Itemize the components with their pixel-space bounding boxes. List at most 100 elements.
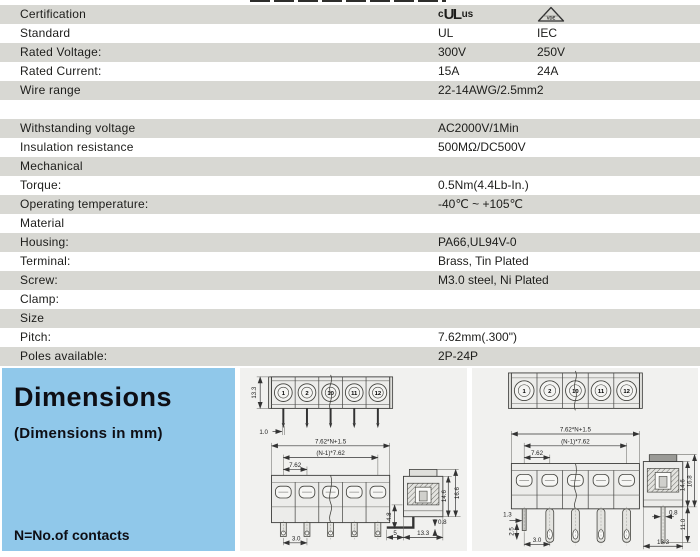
- spec-label: Poles available:: [20, 349, 108, 363]
- spec-row-certification: Certification c UL us VDE: [0, 5, 700, 24]
- spec-row-material: Material: [0, 214, 700, 233]
- drawing-a-top-pins: [281, 408, 380, 429]
- dim-pin-length: 11.0: [680, 518, 687, 530]
- spec-value: M3.0 steel, Ni Plated: [438, 273, 549, 287]
- spec-label: Wire range: [20, 83, 81, 97]
- spec-label: Insulation resistance: [20, 140, 134, 154]
- dim-body-height: 14.6: [441, 489, 448, 502]
- dim-foot: 3.0: [292, 535, 301, 542]
- spec-row-wire-range: Wire range 22-14AWG/2.5mm2: [0, 81, 700, 100]
- spec-value: AC2000V/1Min: [438, 121, 519, 135]
- spec-value: PA66,UL94V-0: [438, 235, 517, 249]
- dimensions-title: Dimensions: [14, 382, 173, 412]
- spec-value: 0.5Nm(4.4Lb-In.): [438, 178, 529, 192]
- dim-total-height: 16.6: [454, 487, 461, 500]
- spec-section-label: Material: [20, 216, 65, 230]
- drawing-b-top-view: 1 2 10 11 12: [507, 370, 643, 411]
- vde-triangle-icon: VDE: [537, 6, 565, 22]
- dim-depth: 13.3: [417, 530, 430, 537]
- dimensions-note: N=No.of contacts: [14, 527, 130, 543]
- drawing-a-front-pins: [279, 520, 382, 540]
- dim-lead-thickness: 0.8: [438, 519, 447, 526]
- ul-mark-icon: c UL us: [438, 6, 474, 23]
- dim-lead-height: 4.8: [386, 512, 393, 521]
- dim-overall: 7.62*N+1.5: [315, 438, 347, 445]
- drawing-a-side-view: 4.8 14.6 16.6 0.8 5 13.3: [386, 468, 461, 541]
- spec-label: Rated Voltage:: [20, 45, 102, 59]
- spec-row-terminal: Terminal: Brass, Tin Plated: [0, 252, 700, 271]
- spec-section-label: Size: [20, 311, 45, 325]
- spec-value: Brass, Tin Plated: [438, 254, 529, 268]
- dimensions-section: Dimensions (Dimensions in mm) N=No.of co…: [2, 368, 698, 551]
- dim-1-0: 1.0: [259, 429, 268, 436]
- drawing-b-side-view: 14.6 16.8 0.8 11.0 13.3: [642, 454, 697, 550]
- dim-body-height: 14.6: [679, 479, 686, 492]
- spec-row-insulation-resistance: Insulation resistance 500MΩ/DC500V: [0, 138, 700, 157]
- spec-value-ul: 300V: [438, 45, 467, 59]
- spec-label: Torque:: [20, 178, 62, 192]
- dimensions-header-panel: Dimensions (Dimensions in mm) N=No.of co…: [2, 368, 235, 551]
- svg-text:11: 11: [351, 391, 358, 397]
- spec-table: Certification c UL us VDE Standard UL IEC …: [0, 5, 700, 366]
- spec-value-iec: IEC: [537, 26, 558, 40]
- spec-row-withstanding-voltage: Withstanding voltage AC2000V/1Min: [0, 119, 700, 138]
- spec-row-clamp: Clamp:: [0, 290, 700, 309]
- svg-text:12: 12: [623, 389, 630, 395]
- drawing-b-front-view: 7.62*N+1.5 (N-1)*7.62 7.62: [503, 427, 640, 547]
- spec-row-size: Size: [0, 309, 700, 328]
- dim-pitch: 7.62: [289, 462, 302, 469]
- svg-text:1: 1: [282, 391, 286, 397]
- spec-value: -40℃ ~ +105℃: [438, 197, 524, 211]
- spec-label: Clamp:: [20, 292, 60, 306]
- spec-label: Screw:: [20, 273, 58, 287]
- svg-text:11: 11: [597, 389, 604, 395]
- dim-span: (N-1)*7.62: [561, 438, 590, 445]
- spec-label: Certification: [20, 7, 86, 21]
- spec-row-standard: Standard UL IEC: [0, 24, 700, 43]
- dim-overall: 7.62*N+1.5: [559, 427, 591, 434]
- drawing-panel-b: 1 2 10 11 12 7.62*N+1.5 (N-1)*7.62: [471, 368, 698, 551]
- drawing-panel-a: 1 2 10 11 12 13.3: [240, 368, 467, 551]
- svg-text:VDE: VDE: [547, 16, 556, 21]
- dim-total-height: 16.8: [686, 475, 693, 488]
- spec-value-iec: 24A: [537, 64, 559, 78]
- spec-value: 7.62mm(.300"): [438, 330, 517, 344]
- svg-text:2: 2: [548, 389, 552, 395]
- technical-drawing-a: 1 2 10 11 12 13.3: [251, 374, 461, 546]
- spec-row-screw: Screw: M3.0 steel, Ni Plated: [0, 271, 700, 290]
- spec-row-housing: Housing: PA66,UL94V-0: [0, 233, 700, 252]
- spec-label: Operating temperature:: [20, 197, 149, 211]
- spec-label: Pitch:: [20, 330, 52, 344]
- spec-row-mechanical: Mechanical: [0, 157, 700, 176]
- drawing-a-top-view: 1 2 10 11 12 13.3: [251, 374, 394, 436]
- spec-row-gap: [0, 100, 700, 119]
- dim-foot: 3.0: [532, 537, 541, 544]
- spec-row-rated-voltage: Rated Voltage: 300V 250V: [0, 43, 700, 62]
- spec-row-rated-current: Rated Current: 15A 24A: [0, 62, 700, 81]
- svg-text:2: 2: [305, 391, 309, 397]
- spec-value-iec: 250V: [537, 45, 566, 59]
- spec-row-pitch: Pitch: 7.62mm(.300"): [0, 328, 700, 347]
- spec-value: 500MΩ/DC500V: [438, 140, 526, 154]
- technical-drawing-b: 1 2 10 11 12 7.62*N+1.5 (N-1)*7.62: [503, 370, 697, 550]
- dim-pin-thickness: 0.8: [668, 509, 677, 516]
- spec-row-operating-temperature: Operating temperature: -40℃ ~ +105℃: [0, 195, 700, 214]
- spec-label: Housing:: [20, 235, 69, 249]
- spec-section-label: Mechanical: [20, 159, 83, 173]
- svg-text:1: 1: [522, 389, 526, 395]
- spec-value-ul: UL: [438, 26, 454, 40]
- spec-value-ul: 15A: [438, 64, 460, 78]
- dim-stickout: 5: [393, 530, 397, 537]
- vde-mark-icon: VDE: [537, 5, 565, 24]
- dim-depth: 13.3: [657, 539, 670, 546]
- svg-text:12: 12: [375, 391, 382, 397]
- spec-value: 22-14AWG/2.5mm2: [438, 83, 544, 97]
- dim-13-3: 13.3: [251, 386, 258, 399]
- spec-label: Withstanding voltage: [20, 121, 136, 135]
- spec-row-poles-available: Poles available: 2P-24P: [0, 347, 700, 366]
- spec-label: Terminal:: [20, 254, 71, 268]
- spec-row-torque: Torque: 0.5Nm(4.4Lb-In.): [0, 176, 700, 195]
- spec-label: Rated Current:: [20, 64, 102, 78]
- drawing-a-front-view: 7.62*N+1.5 (N-1)*7.62 7.62: [271, 438, 391, 546]
